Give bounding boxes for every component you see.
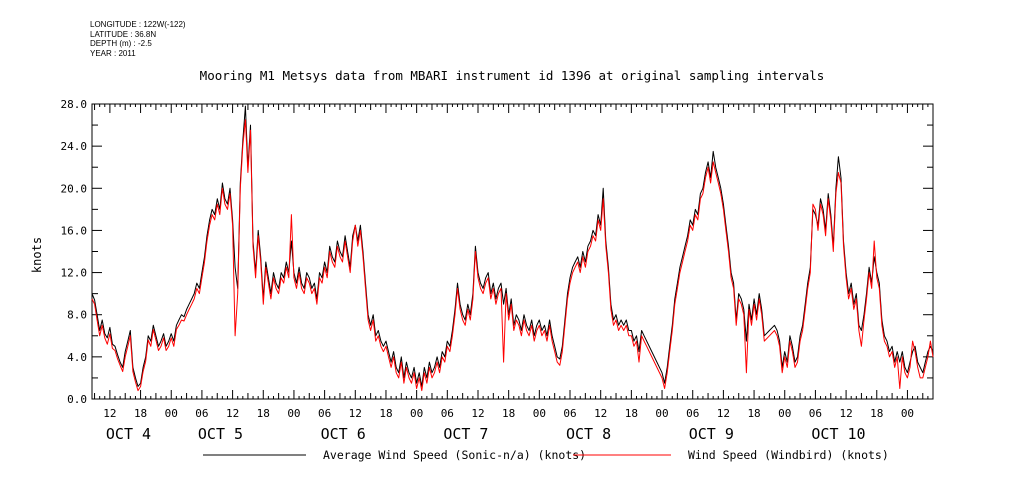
y-tick-label: 16.0 [61,224,88,237]
meta-depth: DEPTH (m) : -2.5 [90,39,152,48]
x-tick-label: 00 [778,407,791,420]
x-tick-label: 12 [839,407,852,420]
meta-year: YEAR : 2011 [90,48,136,58]
y-tick-label: 24.0 [61,140,88,153]
legend: Average Wind Speed (Sonic-n/a) (knots) Wi… [203,448,889,462]
x-day-label: OCT 7 [443,425,488,443]
x-tick-label: 00 [410,407,423,420]
x-tick-label: 18 [747,407,760,420]
x-tick-label: 18 [625,407,638,420]
x-tick-label: 12 [471,407,484,420]
x-tick-label: 06 [809,407,822,420]
x-tick-label: 12 [226,407,239,420]
x-tick-label: 06 [686,407,699,420]
y-axis-label: knots [30,237,44,273]
legend-label: Wind Speed (Windbird) (knots) [688,448,889,462]
x-day-label: OCT 6 [321,425,366,443]
x-tick-label: 06 [563,407,576,420]
series-line-windbird-wind-speed [91,119,934,392]
x-tick-label: 00 [533,407,546,420]
x-tick-label: 00 [901,407,914,420]
x-tick-label: 12 [717,407,730,420]
x-tick-label: 00 [165,407,178,420]
x-tick-label: 12 [349,407,362,420]
x-tick-label: 00 [655,407,668,420]
y-tick-label: 4.0 [67,351,87,364]
y-tick-label: 8.0 [67,309,87,322]
x-tick-label: 12 [103,407,116,420]
chart-title: Mooring M1 Metsys data from MBARI instru… [200,68,825,83]
x-tick-label: 18 [502,407,515,420]
y-tick-label: 0.0 [67,393,87,406]
x-tick-label: 18 [257,407,270,420]
x-tick-label: 00 [287,407,300,420]
x-tick-label: 06 [441,407,454,420]
x-tick-label: 18 [870,407,883,420]
x-day-label: OCT 9 [689,425,734,443]
metadata-block: LONGITUDE : 122W(-122) LATITUDE : 36.8N … [90,20,186,58]
meta-longitude: LONGITUDE : 122W(-122) [90,20,186,29]
x-day-label: OCT 8 [566,425,611,443]
y-tick-label: 12.0 [61,267,88,280]
x-tick-label: 18 [134,407,147,420]
x-tick-label: 06 [195,407,208,420]
plot-area: 0.0 4.0 8.0 12.0 16.0 20.0 24.0 28.0 12 18 00 06 12 1… [61,98,934,443]
x-day-label: OCT 5 [198,425,243,443]
meta-latitude: LATITUDE : 36.8N [90,29,157,39]
y-tick-label: 20.0 [61,182,88,195]
y-tick-label: 28.0 [61,98,88,111]
x-tick-label: 18 [379,407,392,420]
x-day-label: OCT 4 [106,425,151,443]
plot-frame [91,103,934,400]
x-day-label: OCT 10 [811,425,865,443]
legend-label: Average Wind Speed (Sonic-n/a) (knots) [323,448,586,462]
x-tick-label: 12 [594,407,607,420]
x-tick-label: 06 [318,407,331,420]
series-line-average-wind-speed [91,105,934,387]
